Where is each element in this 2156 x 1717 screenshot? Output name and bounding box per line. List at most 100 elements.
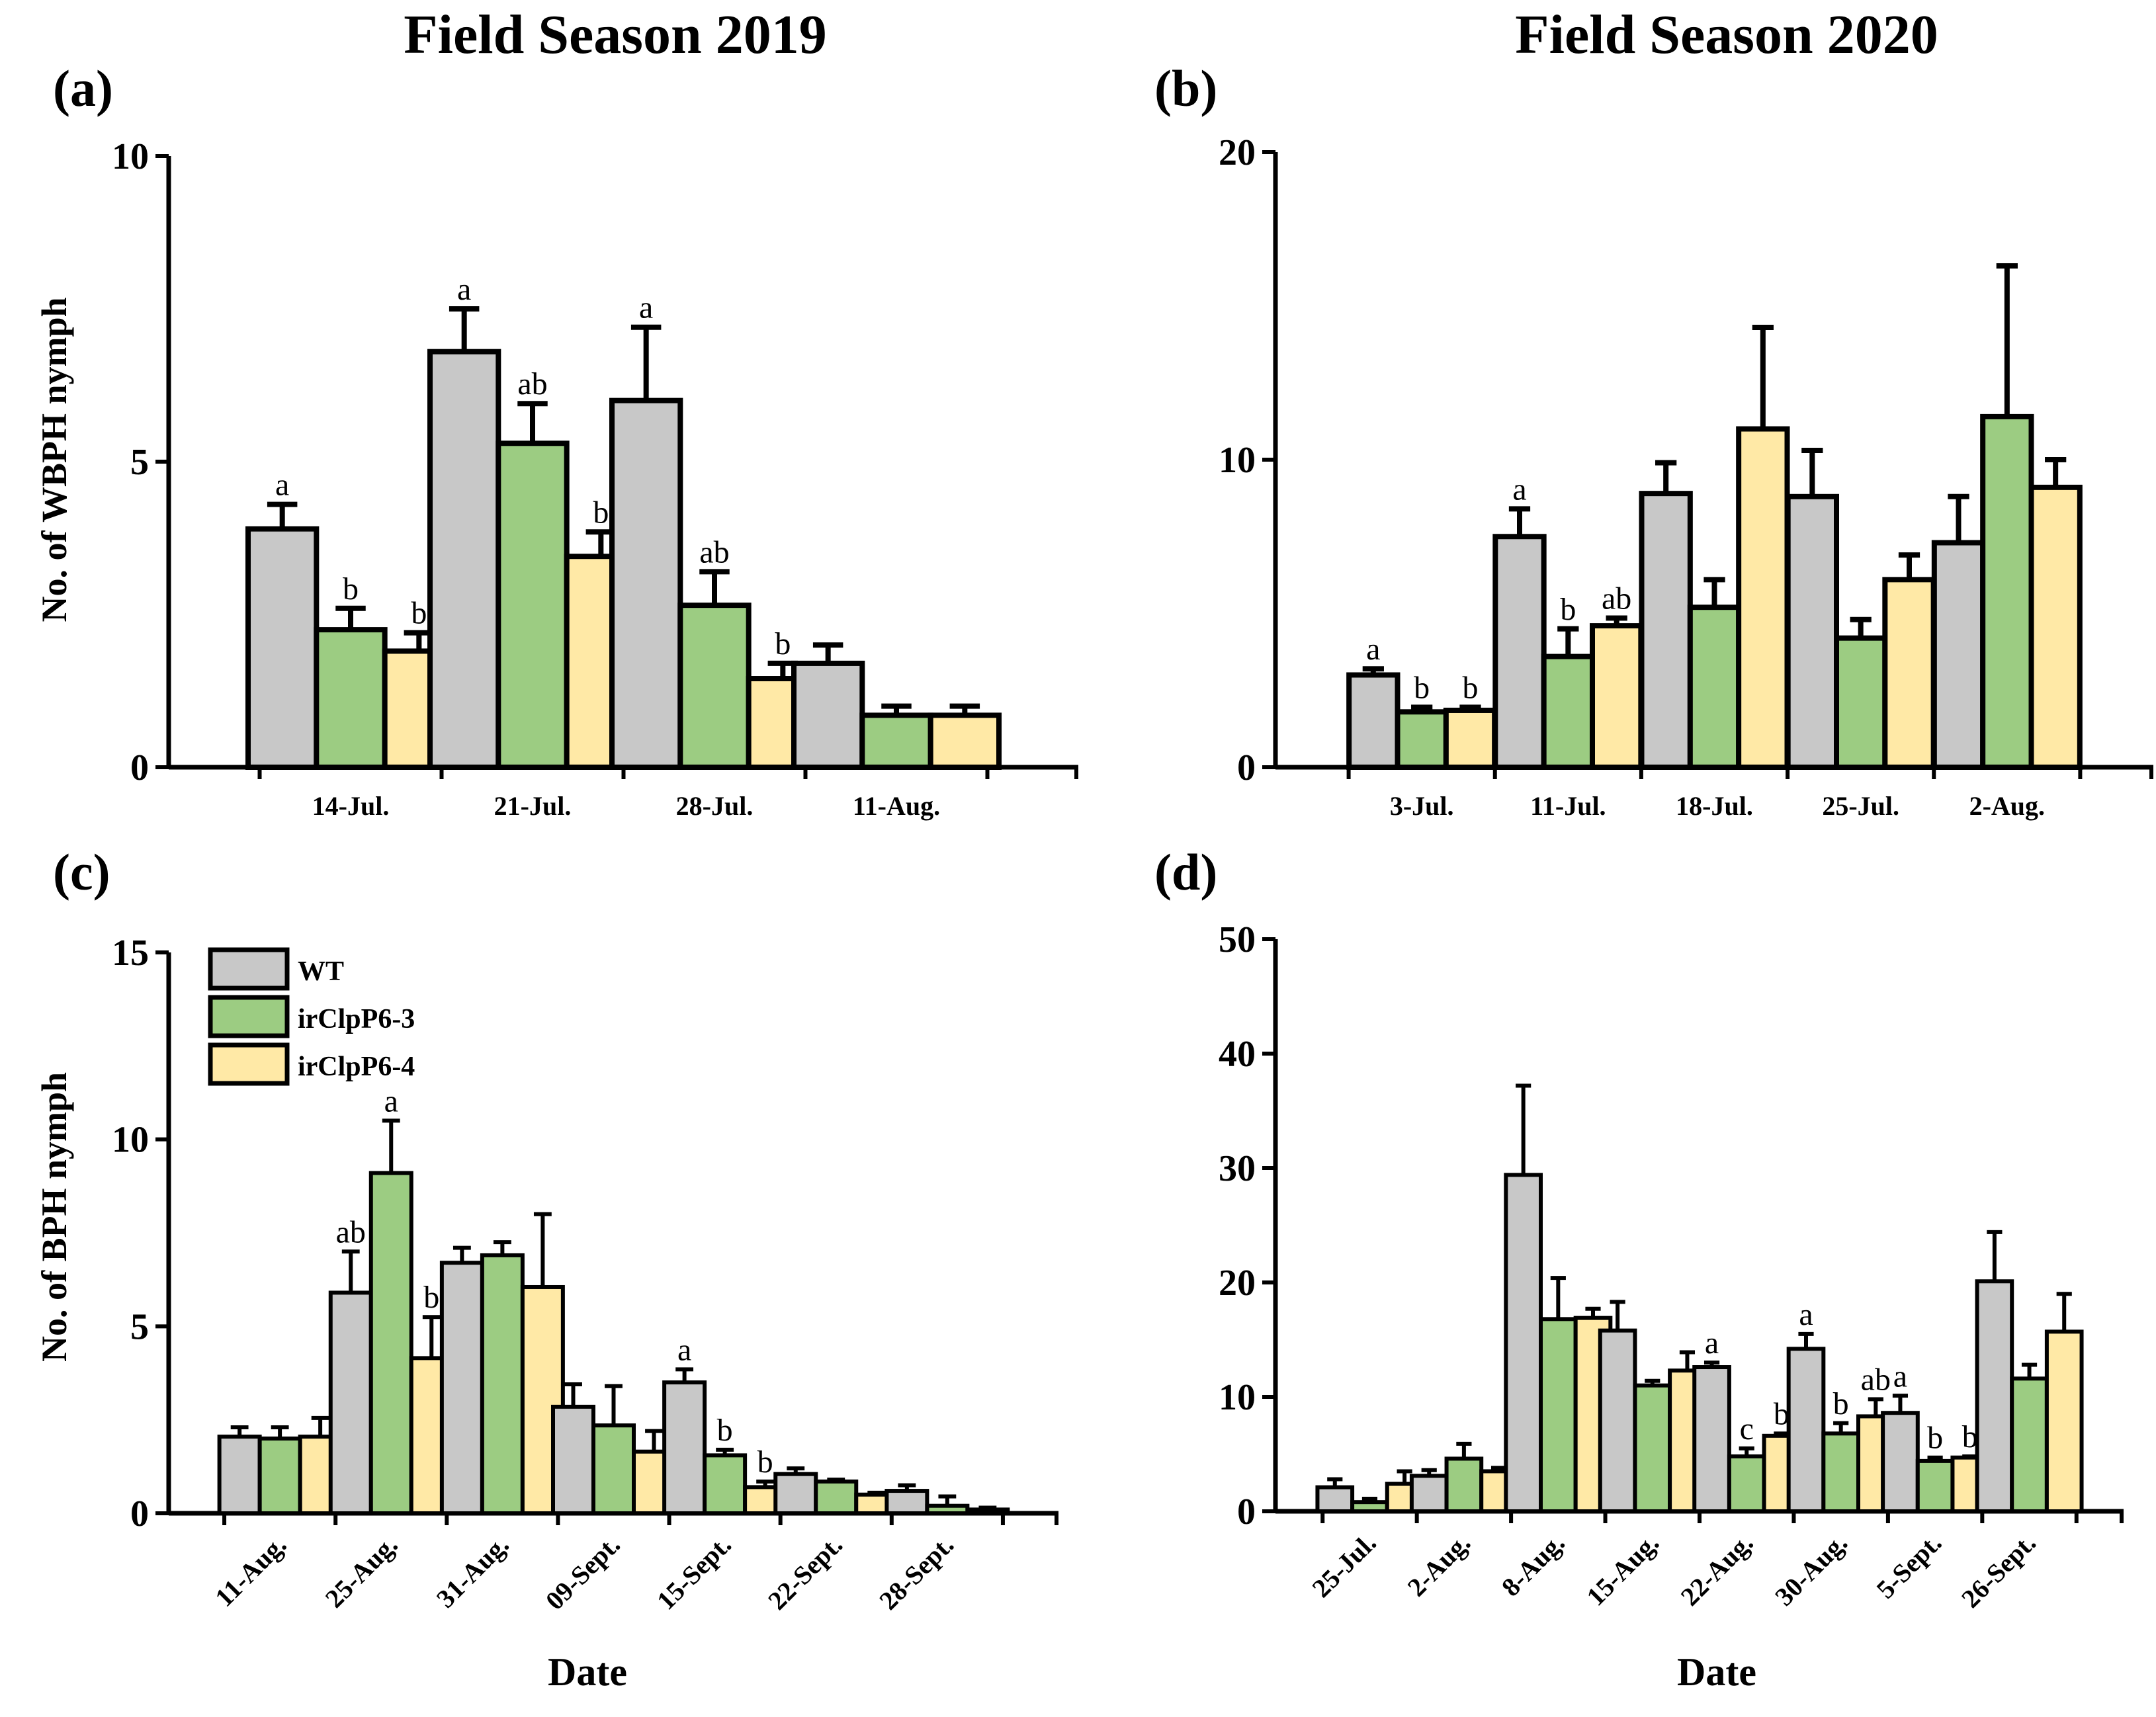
y-tick-label: 0 [1237, 1491, 1256, 1532]
bar [884, 1489, 929, 1516]
bar [677, 603, 752, 771]
bar [1409, 1474, 1449, 1514]
y-tick-label: 40 [1219, 1034, 1256, 1075]
significance-letter: ab [1861, 1362, 1891, 1397]
legend-label-wt: WT [298, 956, 344, 987]
significance-letter: b [593, 495, 609, 530]
x-tick-label: 15-Sept. [651, 1530, 737, 1616]
bar [1350, 1500, 1389, 1513]
bar [1736, 426, 1790, 770]
significance-letter: ab [336, 1214, 366, 1249]
bar [1504, 1173, 1543, 1513]
bar [609, 398, 683, 770]
bar [2044, 1329, 2084, 1513]
bar [927, 712, 1002, 770]
bar [1633, 1383, 1672, 1513]
significance-letter: a [384, 1083, 398, 1118]
bar [859, 712, 933, 770]
x-tick-label: 21-Jul. [494, 791, 572, 821]
x-tick-label: 26-Sept. [1956, 1528, 2042, 1614]
y-tick-label: 10 [112, 1120, 149, 1161]
bar [1541, 653, 1596, 770]
y-tick-label: 20 [1219, 1263, 1256, 1304]
season-title-2020: Field Season 2020 [1515, 4, 1938, 65]
significance-letter: b [757, 1445, 773, 1480]
bar [591, 1423, 636, 1516]
significance-letter: b [1833, 1386, 1849, 1421]
significance-letter: ab [699, 534, 729, 569]
bar [1687, 605, 1742, 771]
bar [496, 440, 570, 771]
y-tick-label: 15 [112, 933, 149, 974]
bar [1931, 540, 1986, 770]
significance-letter: a [1893, 1359, 1907, 1394]
y-axis-title-c: No. of BPH nymph [34, 1072, 74, 1362]
bar [1727, 1454, 1766, 1513]
bar [1590, 623, 1644, 770]
bar [1786, 1347, 1826, 1513]
significance-letter: a [639, 290, 653, 325]
y-tick-label: 0 [1237, 747, 1256, 788]
x-tick-label: 11-Aug. [209, 1530, 292, 1612]
x-tick-label: 28-Jul. [676, 791, 754, 821]
bar [1882, 577, 1936, 770]
bar [368, 1171, 413, 1515]
significance-letter: b [1463, 670, 1479, 705]
bar [925, 1503, 970, 1516]
legend-swatch-irclpp6-4 [208, 1042, 290, 1086]
panel-label-d: (d) [1154, 843, 1217, 901]
panel-label-b: (b) [1154, 60, 1217, 117]
bar [1346, 672, 1401, 770]
y-tick-label: 5 [130, 1306, 149, 1347]
bar [791, 660, 865, 770]
bar [1315, 1485, 1355, 1513]
significance-letter: b [1560, 592, 1576, 627]
x-tick-label: 2-Aug. [1969, 791, 2045, 821]
legend-label-irclpp6-3: irClpP6-3 [298, 1004, 415, 1034]
bar [314, 627, 388, 770]
x-tick-label: 09-Sept. [540, 1530, 626, 1616]
bar [662, 1380, 707, 1515]
x-tick-label: 30-Aug. [1769, 1528, 1853, 1612]
bar [257, 1436, 302, 1516]
x-tick-label: 31-Aug. [431, 1530, 515, 1614]
significance-letter: b [411, 596, 427, 631]
bar [480, 1253, 525, 1516]
bar [217, 1435, 262, 1516]
panel-label-a: (a) [53, 60, 113, 117]
x-tick-label: 2-Aug. [1402, 1528, 1477, 1603]
season-title-2019: Field Season 2019 [404, 4, 826, 65]
x-tick-label: 3-Jul. [1390, 791, 1454, 821]
significance-letter: b [717, 1413, 733, 1448]
significance-letter: a [275, 468, 289, 503]
bar [1975, 1279, 2014, 1514]
bar [814, 1479, 859, 1516]
bar [1915, 1458, 1955, 1513]
significance-letter: a [1705, 1325, 1719, 1361]
significance-letter: b [1414, 670, 1430, 705]
bar [1692, 1365, 1731, 1514]
significance-letter: a [677, 1332, 691, 1367]
y-tick-label: 10 [1219, 1377, 1256, 1418]
y-tick-label: 0 [130, 1493, 149, 1534]
bar [1785, 493, 1840, 770]
y-tick-label: 30 [1219, 1148, 1256, 1189]
x-tick-label: 18-Jul. [1676, 791, 1753, 821]
bar [1539, 1317, 1578, 1513]
x-axis-title-d: Date [1677, 1650, 1756, 1694]
x-tick-label: 15-Aug. [1580, 1528, 1664, 1612]
significance-letter: ab [1602, 581, 1631, 616]
legend-swatch-irclpp6-3 [208, 995, 290, 1038]
bar [2028, 484, 2083, 770]
legend-swatch-wt [208, 947, 290, 991]
bar [1444, 1456, 1484, 1513]
y-tick-label: 50 [1219, 919, 1256, 960]
x-tick-label: 25-Aug. [320, 1530, 404, 1614]
significance-letter: a [457, 272, 471, 307]
x-tick-label: 14-Jul. [312, 791, 390, 821]
bar [245, 526, 320, 770]
legend: WT irClpP6-3 irClpP6-4 [208, 947, 415, 1086]
